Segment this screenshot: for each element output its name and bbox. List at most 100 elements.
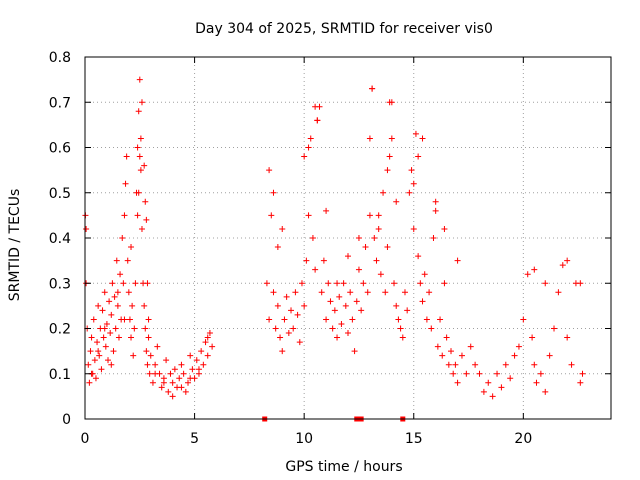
data-point xyxy=(355,235,362,241)
data-point xyxy=(113,257,120,264)
data-point xyxy=(331,307,338,314)
data-point xyxy=(551,325,558,332)
data-point xyxy=(515,343,522,350)
data-point xyxy=(111,293,118,300)
data-point xyxy=(154,343,161,350)
data-point xyxy=(307,135,314,142)
data-point xyxy=(204,334,211,341)
data-point xyxy=(274,302,281,309)
data-point xyxy=(185,379,192,386)
data-point xyxy=(121,316,128,323)
data-point xyxy=(277,334,284,341)
data-point xyxy=(430,235,437,241)
data-point xyxy=(206,330,213,337)
data-point xyxy=(163,357,170,364)
data-point xyxy=(132,280,139,287)
data-point xyxy=(467,343,474,350)
x-tick-label: 10 xyxy=(295,431,313,447)
data-point xyxy=(338,320,345,327)
data-point xyxy=(272,325,279,332)
data-point xyxy=(320,257,327,264)
data-point xyxy=(489,393,496,400)
data-point xyxy=(128,334,135,341)
data-point xyxy=(90,316,97,323)
data-point xyxy=(364,289,371,296)
data-point xyxy=(141,302,148,309)
data-point xyxy=(419,298,426,305)
data-point xyxy=(130,352,137,359)
data-point xyxy=(342,302,349,309)
data-point xyxy=(524,271,531,278)
data-point xyxy=(345,253,351,260)
data-point xyxy=(105,357,112,364)
y-tick-label: 0.1 xyxy=(49,367,71,383)
data-point xyxy=(134,212,141,219)
data-point xyxy=(377,271,384,278)
x-axis-label: GPS time / hours xyxy=(285,459,402,475)
data-point xyxy=(439,352,446,359)
data-point xyxy=(399,334,406,341)
data-point xyxy=(445,361,452,368)
data-point xyxy=(270,189,277,196)
y-tick-label: 0.6 xyxy=(49,141,71,157)
data-point xyxy=(124,257,131,264)
y-tick-label: 0.3 xyxy=(49,276,71,292)
data-point xyxy=(318,289,325,296)
data-point xyxy=(498,384,505,391)
data-point xyxy=(380,189,387,196)
data-point xyxy=(288,307,295,314)
data-point xyxy=(101,289,108,296)
data-points xyxy=(82,76,586,422)
data-point xyxy=(334,334,341,341)
data-point xyxy=(119,235,126,241)
data-point xyxy=(564,257,571,264)
data-point xyxy=(100,334,107,341)
data-point xyxy=(145,334,152,341)
grid xyxy=(85,57,611,419)
data-point xyxy=(169,379,176,386)
data-point xyxy=(441,225,448,232)
data-point xyxy=(142,325,149,332)
data-point xyxy=(480,388,487,395)
data-point xyxy=(283,293,290,300)
data-point xyxy=(143,348,150,355)
data-point xyxy=(114,289,121,296)
data-point xyxy=(423,316,430,323)
data-point xyxy=(137,135,144,142)
data-point xyxy=(358,307,365,314)
data-point xyxy=(555,289,562,296)
data-point xyxy=(472,361,479,368)
y-tick-label: 0.8 xyxy=(49,50,71,66)
data-point xyxy=(428,325,435,332)
data-point xyxy=(375,212,382,219)
data-point xyxy=(87,348,94,355)
data-point xyxy=(301,302,308,309)
y-tick-label: 0.5 xyxy=(49,186,71,202)
data-point xyxy=(178,361,185,368)
data-point xyxy=(136,153,143,160)
data-point xyxy=(268,212,275,219)
data-point xyxy=(138,225,145,232)
data-point xyxy=(577,280,584,287)
data-point xyxy=(325,280,332,287)
data-point xyxy=(345,330,351,337)
data-point xyxy=(494,370,501,377)
data-point xyxy=(366,212,373,219)
data-point xyxy=(129,302,136,309)
data-point xyxy=(152,361,159,368)
data-point xyxy=(415,153,422,160)
data-point xyxy=(99,307,106,314)
data-point xyxy=(384,167,391,174)
data-point xyxy=(314,117,321,124)
data-point xyxy=(410,225,417,232)
y-tick-label: 0.2 xyxy=(49,322,71,338)
data-point xyxy=(112,325,119,332)
data-point xyxy=(108,361,115,368)
data-point xyxy=(386,153,393,160)
data-point xyxy=(125,289,132,296)
data-point xyxy=(366,135,373,142)
data-point xyxy=(323,207,330,214)
data-point xyxy=(209,343,216,350)
data-point xyxy=(134,144,141,151)
data-point xyxy=(176,375,183,382)
